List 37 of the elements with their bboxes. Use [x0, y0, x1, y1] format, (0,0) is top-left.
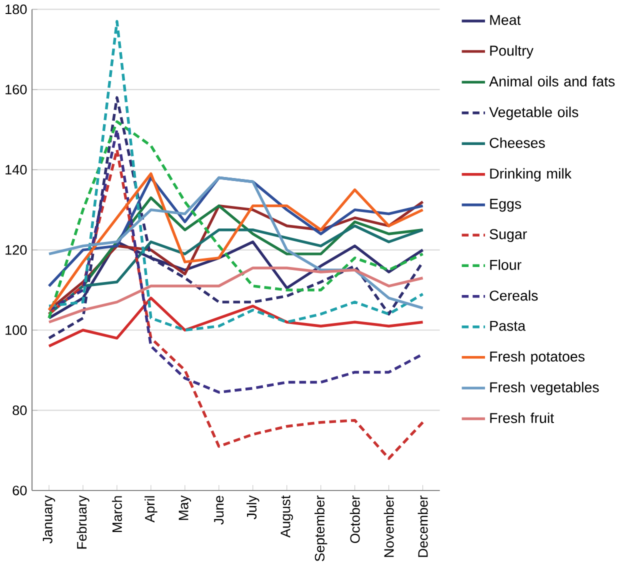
x-tick-label: November [384, 495, 394, 557]
x-tick-label: May [178, 495, 192, 520]
x-tick-label: January [42, 495, 56, 544]
legend-label: Animal oils and fats [489, 76, 615, 86]
legend-label: Meat [490, 14, 521, 25]
x-tick-label: February [76, 495, 90, 548]
line-series [48, 120, 424, 320]
legend-label: Pasta [490, 320, 526, 331]
legend-label: Drinking milk [490, 168, 572, 182]
line-series [48, 148, 424, 460]
y-tick-label: 160 [6, 84, 27, 94]
x-tick-label: April [144, 496, 158, 522]
y-tick-label: 80 [12, 405, 27, 415]
legend-label: Flour [490, 259, 522, 270]
legend-label: Eggs [490, 198, 522, 212]
y-tick-label: 180 [6, 4, 27, 14]
legend-label: Cheeses [490, 137, 545, 148]
x-tick-label: August [280, 495, 293, 538]
legend-label: Fresh vegetables [490, 382, 599, 396]
y-tick-label: 140 [6, 164, 27, 174]
legend-label: Fresh potatoes [490, 350, 585, 364]
y-tick-label: 60 [12, 486, 27, 496]
x-tick-label: July [246, 495, 260, 520]
x-tick-label: October [350, 495, 360, 543]
x-tick-label: September [314, 495, 328, 562]
line-series [48, 96, 424, 340]
legend-label: Poultry [490, 45, 534, 58]
legend-label: Fresh fruit [490, 412, 554, 423]
legend-label: Vegetable oils [489, 106, 578, 120]
x-tick-label: June [214, 496, 224, 524]
x-tick-label: December [418, 495, 428, 557]
line-series [48, 20, 424, 332]
x-tick-label: March [112, 496, 122, 532]
y-tick-label: 120 [6, 244, 27, 255]
legend-label: Sugar [490, 228, 527, 242]
legend-label: Cereals [490, 290, 538, 301]
y-tick-label: 100 [6, 325, 27, 335]
